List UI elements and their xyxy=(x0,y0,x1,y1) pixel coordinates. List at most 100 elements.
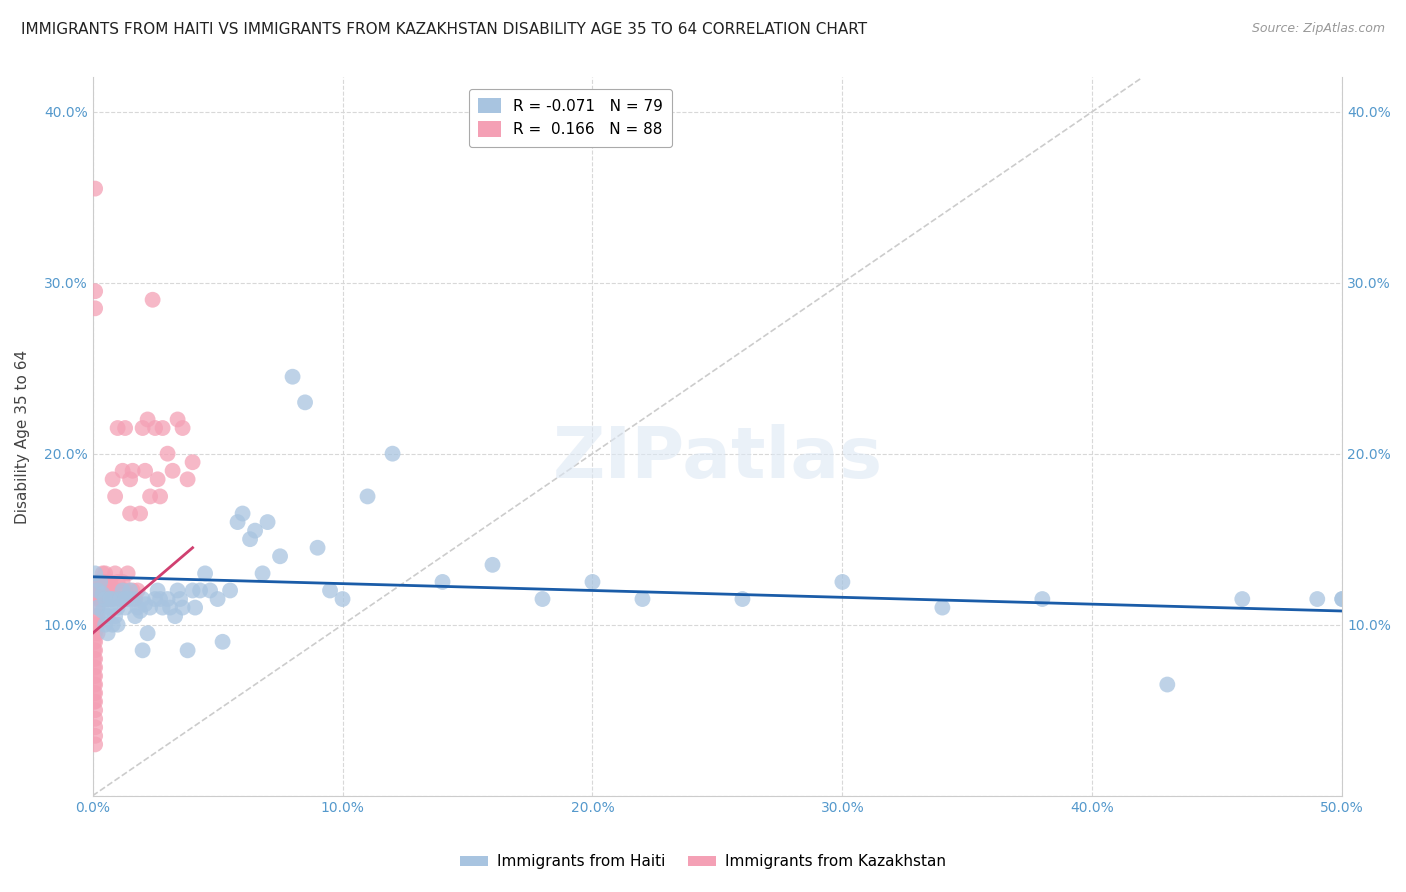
Point xyxy=(117,592,139,607)
Point xyxy=(91,587,114,601)
Point xyxy=(931,600,953,615)
Point xyxy=(139,600,162,615)
Text: IMMIGRANTS FROM HAITI VS IMMIGRANTS FROM KAZAKHSTAN DISABILITY AGE 35 TO 64 CORR: IMMIGRANTS FROM HAITI VS IMMIGRANTS FROM… xyxy=(21,22,868,37)
Point xyxy=(83,617,105,632)
Point xyxy=(176,643,198,657)
Point xyxy=(207,592,229,607)
Point xyxy=(194,566,217,581)
Point xyxy=(89,574,111,589)
Point xyxy=(84,301,107,316)
Point xyxy=(83,652,105,666)
Point xyxy=(84,652,107,666)
Point xyxy=(89,583,111,598)
Point xyxy=(84,617,107,632)
Point xyxy=(91,574,114,589)
Point xyxy=(97,592,120,607)
Point xyxy=(107,600,129,615)
Point xyxy=(131,421,153,435)
Point xyxy=(121,592,143,607)
Point xyxy=(252,566,274,581)
Point xyxy=(83,695,105,709)
Point xyxy=(121,583,143,598)
Point xyxy=(146,583,169,598)
Point xyxy=(86,583,108,598)
Point xyxy=(131,592,153,607)
Point xyxy=(307,541,329,555)
Point xyxy=(114,421,136,435)
Point xyxy=(108,592,131,607)
Point xyxy=(136,412,159,426)
Point xyxy=(181,455,204,469)
Point xyxy=(269,549,291,564)
Point xyxy=(91,604,114,618)
Point xyxy=(332,592,354,607)
Point xyxy=(120,472,142,486)
Point xyxy=(86,600,108,615)
Point xyxy=(172,421,194,435)
Point xyxy=(531,592,554,607)
Point xyxy=(169,592,191,607)
Point xyxy=(219,583,242,598)
Point xyxy=(243,524,266,538)
Point xyxy=(731,592,754,607)
Point xyxy=(1331,592,1354,607)
Point xyxy=(117,566,139,581)
Point xyxy=(84,729,107,743)
Point xyxy=(94,583,117,598)
Point xyxy=(121,464,143,478)
Point xyxy=(94,592,117,607)
Point xyxy=(83,643,105,657)
Point xyxy=(129,604,152,618)
Point xyxy=(84,609,107,624)
Point xyxy=(89,592,111,607)
Point xyxy=(139,490,162,504)
Point xyxy=(97,626,120,640)
Point xyxy=(211,634,233,648)
Point xyxy=(84,566,107,581)
Point xyxy=(104,609,127,624)
Point xyxy=(84,181,107,195)
Point xyxy=(831,574,853,589)
Point xyxy=(581,574,603,589)
Point xyxy=(159,600,181,615)
Point xyxy=(120,583,142,598)
Point xyxy=(134,597,156,611)
Point xyxy=(111,583,134,598)
Point xyxy=(84,669,107,683)
Point xyxy=(83,626,105,640)
Point xyxy=(84,660,107,674)
Point xyxy=(94,592,117,607)
Point xyxy=(84,677,107,691)
Point xyxy=(146,472,169,486)
Point xyxy=(107,421,129,435)
Point xyxy=(86,583,108,598)
Point xyxy=(84,626,107,640)
Point xyxy=(294,395,316,409)
Point xyxy=(98,574,121,589)
Point xyxy=(172,600,194,615)
Point xyxy=(84,617,107,632)
Point xyxy=(104,566,127,581)
Point xyxy=(181,583,204,598)
Point xyxy=(98,583,121,598)
Point xyxy=(149,592,172,607)
Point xyxy=(356,490,378,504)
Point xyxy=(101,583,124,598)
Point xyxy=(104,490,127,504)
Point xyxy=(134,464,156,478)
Y-axis label: Disability Age 35 to 64: Disability Age 35 to 64 xyxy=(15,350,30,524)
Point xyxy=(84,634,107,648)
Point xyxy=(111,464,134,478)
Point xyxy=(111,574,134,589)
Legend: Immigrants from Haiti, Immigrants from Kazakhstan: Immigrants from Haiti, Immigrants from K… xyxy=(454,848,952,875)
Point xyxy=(127,600,149,615)
Point xyxy=(124,609,146,624)
Point xyxy=(166,583,188,598)
Point xyxy=(131,643,153,657)
Point xyxy=(631,592,654,607)
Point xyxy=(94,566,117,581)
Point xyxy=(98,600,121,615)
Point xyxy=(86,617,108,632)
Point xyxy=(381,447,404,461)
Point xyxy=(281,369,304,384)
